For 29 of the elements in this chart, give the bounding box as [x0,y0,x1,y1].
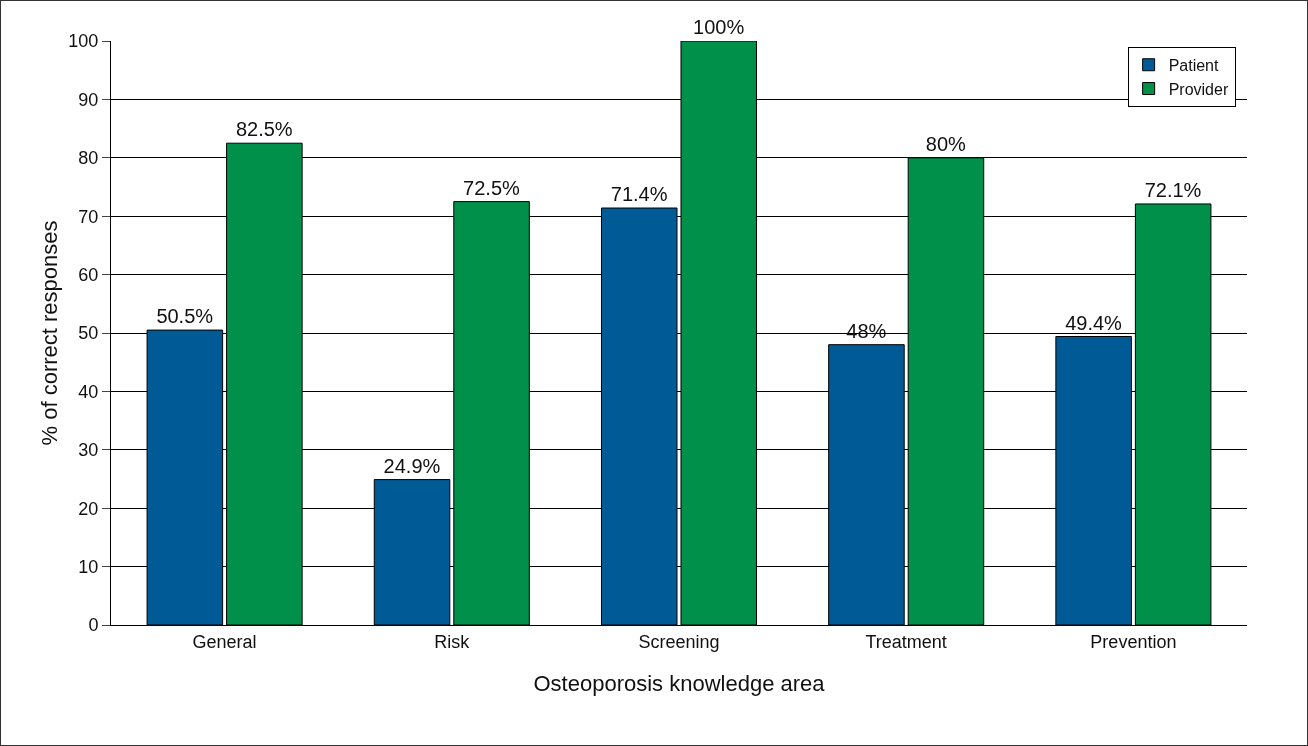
legend-label: Patient [1168,56,1220,74]
text: 50.5% [156,305,214,328]
x-tick-label: Screening [638,631,720,652]
x-tick-label: General [192,631,257,652]
y-tick-label: 50 [78,323,99,344]
y-tick-label: 80 [78,148,99,169]
y-tick-label: 0 [88,615,99,636]
legend-label: Provider [1168,80,1229,98]
y-tick-label: 40 [78,381,99,402]
y-tick-label: 70 [78,206,99,227]
text: 82.5% [235,118,293,141]
y-tick-label: 100 [68,31,99,52]
y-axis-title: % of correct responses [37,220,62,446]
y-tick-label: 60 [78,264,99,285]
x-tick-label: Prevention [1090,631,1177,652]
x-axis-title: Osteoporosis knowledge area [533,671,826,697]
x-tick-label: Risk [434,631,471,652]
y-tick-label: 30 [78,440,99,461]
text: 100% [693,16,745,38]
y-tick-label: 90 [78,89,99,110]
text: 24.9% [383,454,441,477]
y-tick-label: 10 [78,556,99,577]
text: 72.1% [1144,178,1202,201]
text: 71.4% [610,183,668,206]
text: 80% [925,132,966,155]
y-tick-label: 20 [78,498,99,519]
text: 49.4% [1065,311,1122,334]
x-tick-label: Treatment [865,631,947,652]
text: 72.5% [463,176,520,199]
